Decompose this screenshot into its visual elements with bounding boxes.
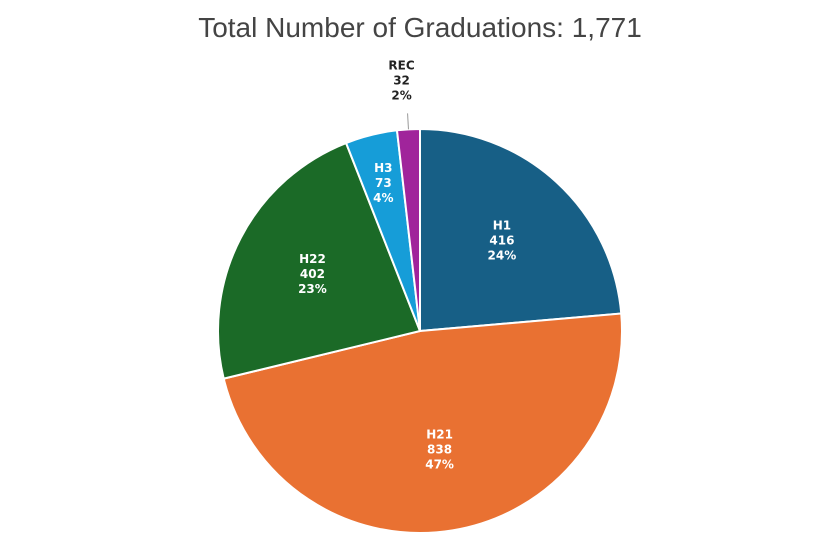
pie-slice-h1 <box>419 127 623 333</box>
slice-percent-h3: 4% <box>373 191 393 205</box>
slice-label-h1: H1 <box>493 219 511 233</box>
slice-percent-h21: 47% <box>425 458 454 472</box>
slice-percent-h1: 24% <box>488 249 517 263</box>
slice-label-h21: H21 <box>426 428 453 442</box>
slice-percent-rec: 2% <box>391 88 411 102</box>
chart-title: Total Number of Graduations: 1,771 <box>198 12 642 43</box>
pie-slice-h21 <box>222 312 623 534</box>
slice-value-h1: 416 <box>489 234 514 248</box>
slice-value-rec: 32 <box>393 73 410 87</box>
slice-label-h3: H3 <box>374 161 392 175</box>
slice-value-h22: 402 <box>300 267 325 281</box>
slice-value-h21: 838 <box>427 443 452 457</box>
leader-line-rec <box>407 113 409 130</box>
slice-percent-h22: 23% <box>298 282 327 296</box>
slice-value-h3: 73 <box>375 176 392 190</box>
slice-label-rec: REC <box>388 58 414 72</box>
slice-label-h22: H22 <box>299 252 326 266</box>
pie-slice-h22 <box>217 141 422 380</box>
